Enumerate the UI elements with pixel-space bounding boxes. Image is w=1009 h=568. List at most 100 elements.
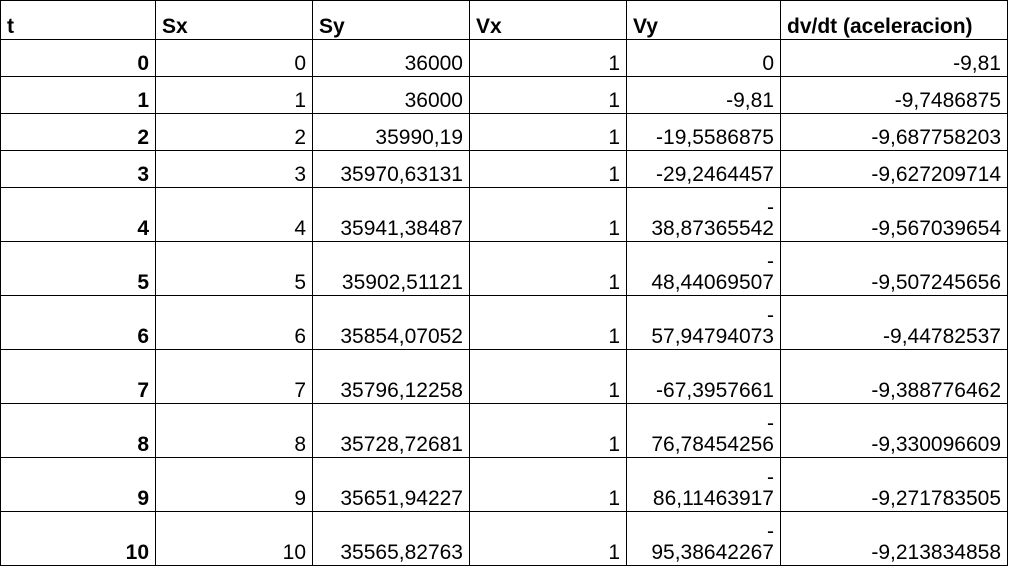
cell-t: 4: [0, 187, 156, 242]
cell-t: 9: [0, 457, 156, 512]
cell-sx: 0: [155, 39, 313, 77]
cell-sy: 35565,82763: [312, 511, 470, 566]
cell-sx: 3: [155, 150, 313, 188]
cell-vy-value: -9,81: [726, 89, 774, 112]
header-row: t Sx Sy Vx Vy dv/dt (aceleracion): [0, 0, 1008, 40]
cell-acceleration: -9,213834858: [780, 511, 1008, 566]
cell-vx: 1: [469, 295, 627, 350]
header-sx: Sx: [155, 0, 313, 40]
cell-vy: -86,11463917: [626, 457, 781, 512]
table-row: 1 1 36000 1 -9,81 -9,7486875: [0, 76, 1008, 114]
cell-sy: 35796,12258: [312, 349, 470, 404]
cell-vy-value: -19,5586875: [656, 126, 774, 149]
cell-sy: 36000: [312, 39, 470, 77]
cell-vy-value: 0: [762, 52, 774, 75]
table-row: 7 7 35796,12258 1 -67,3957661 -9,388776462: [0, 349, 1008, 404]
table-row: 2 2 35990,19 1 -19,5586875 -9,687758203: [0, 113, 1008, 151]
cell-vy-value: 48,44069507: [651, 271, 774, 294]
table-row: 6 6 35854,07052 1-57,94794073 -9,44782537: [0, 295, 1008, 350]
table-row: 4 4 35941,38487 1-38,87365542 -9,567039654: [0, 187, 1008, 242]
cell-vy: -48,44069507: [626, 241, 781, 296]
cell-vy-value: -67,3957661: [656, 379, 774, 402]
cell-sx: 6: [155, 295, 313, 350]
cell-sy: 35651,94227: [312, 457, 470, 512]
cell-sx: 5: [155, 241, 313, 296]
cell-t: 7: [0, 349, 156, 404]
cell-acceleration: -9,271783505: [780, 457, 1008, 512]
cell-vy: -95,38642267: [626, 511, 781, 566]
cell-acceleration: -9,44782537: [780, 295, 1008, 350]
cell-sy: 35970,63131: [312, 150, 470, 188]
cell-vy: -57,94794073: [626, 295, 781, 350]
header-vy: Vy: [626, 0, 781, 40]
cell-vy-sign: -: [767, 250, 774, 273]
cell-vy-value: 86,11463917: [652, 487, 774, 510]
cell-sy: 35941,38487: [312, 187, 470, 242]
cell-vy-sign: -: [767, 304, 774, 327]
cell-vy-value: 76,78454256: [651, 433, 774, 456]
cell-vx: 1: [469, 76, 627, 114]
cell-vx: 1: [469, 349, 627, 404]
cell-vy: -9,81: [626, 76, 781, 114]
cell-vy-value: 95,38642267: [651, 541, 774, 564]
cell-sx: 9: [155, 457, 313, 512]
table-row: 10 10 35565,82763 1-95,38642267 -9,213834858: [0, 511, 1008, 566]
cell-sx: 4: [155, 187, 313, 242]
cell-vx: 1: [469, 187, 627, 242]
cell-t: 0: [0, 39, 156, 77]
cell-acceleration: -9,81: [780, 39, 1008, 77]
cell-vy-value: -29,2464457: [656, 163, 774, 186]
cell-sy: 35854,07052: [312, 295, 470, 350]
cell-sy: 35902,51121: [312, 241, 470, 296]
cell-vy-sign: -: [767, 520, 774, 543]
cell-t: 2: [0, 113, 156, 151]
cell-t: 3: [0, 150, 156, 188]
cell-vx: 1: [469, 150, 627, 188]
cell-vy: -19,5586875: [626, 113, 781, 151]
cell-vy: -76,78454256: [626, 403, 781, 458]
cell-acceleration: -9,7486875: [780, 76, 1008, 114]
cell-sx: 1: [155, 76, 313, 114]
cell-vx: 1: [469, 457, 627, 512]
cell-vx: 1: [469, 403, 627, 458]
cell-acceleration: -9,687758203: [780, 113, 1008, 151]
cell-vy: -38,87365542: [626, 187, 781, 242]
cell-acceleration: -9,567039654: [780, 187, 1008, 242]
table-row: 8 8 35728,72681 1-76,78454256 -9,330096609: [0, 403, 1008, 458]
cell-vy: -29,2464457: [626, 150, 781, 188]
header-sy: Sy: [312, 0, 470, 40]
header-acceleration: dv/dt (aceleracion): [780, 0, 1008, 40]
cell-acceleration: -9,627209714: [780, 150, 1008, 188]
cell-vy-sign: -: [767, 412, 774, 435]
cell-vy-sign: -: [767, 196, 774, 219]
table-body: 0 0 36000 1 0 -9,81 1 1 36000 1 -9,81 -9,7486875 2 2 3…: [0, 39, 1008, 566]
cell-vy-sign: -: [767, 466, 774, 489]
cell-vy: 0: [626, 39, 781, 77]
cell-vx: 1: [469, 241, 627, 296]
cell-sx: 2: [155, 113, 313, 151]
table-row: 9 9 35651,94227 1-86,11463917 -9,271783505: [0, 457, 1008, 512]
cell-sx: 10: [155, 511, 313, 566]
cell-vx: 1: [469, 511, 627, 566]
cell-t: 5: [0, 241, 156, 296]
cell-acceleration: -9,507245656: [780, 241, 1008, 296]
cell-vx: 1: [469, 39, 627, 77]
cell-t: 8: [0, 403, 156, 458]
cell-sx: 7: [155, 349, 313, 404]
table-row: 3 3 35970,63131 1 -29,2464457 -9,627209714: [0, 150, 1008, 188]
table-row: 0 0 36000 1 0 -9,81: [0, 39, 1008, 77]
cell-vy-value: 57,94794073: [651, 325, 774, 348]
cell-t: 1: [0, 76, 156, 114]
cell-sy: 35990,19: [312, 113, 470, 151]
cell-sx: 8: [155, 403, 313, 458]
cell-acceleration: -9,388776462: [780, 349, 1008, 404]
header-t: t: [0, 0, 156, 40]
cell-acceleration: -9,330096609: [780, 403, 1008, 458]
cell-vx: 1: [469, 113, 627, 151]
cell-sy: 35728,72681: [312, 403, 470, 458]
cell-t: 6: [0, 295, 156, 350]
cell-vy-value: 38,87365542: [651, 217, 774, 240]
cell-sy: 36000: [312, 76, 470, 114]
cell-vy: -67,3957661: [626, 349, 781, 404]
